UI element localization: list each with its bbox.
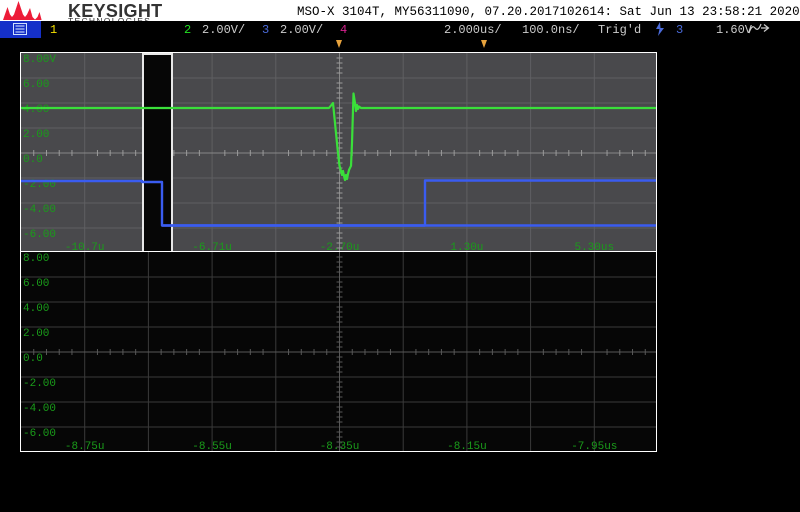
svg-text:-2.00: -2.00	[23, 378, 56, 390]
svg-text:4.00: 4.00	[23, 303, 49, 315]
svg-text:-8.15u: -8.15u	[447, 441, 487, 452]
svg-text:-6.00: -6.00	[23, 428, 56, 440]
svg-text:-8.75u: -8.75u	[65, 441, 105, 452]
svg-text:8.00: 8.00	[23, 253, 49, 265]
svg-text:-7.95us: -7.95us	[571, 441, 617, 452]
svg-text:0.0: 0.0	[23, 353, 43, 365]
svg-text:-8.55u: -8.55u	[192, 441, 232, 452]
svg-text:6.00: 6.00	[23, 278, 49, 290]
svg-text:-4.00: -4.00	[23, 403, 56, 415]
svg-text:2.00: 2.00	[23, 328, 49, 340]
